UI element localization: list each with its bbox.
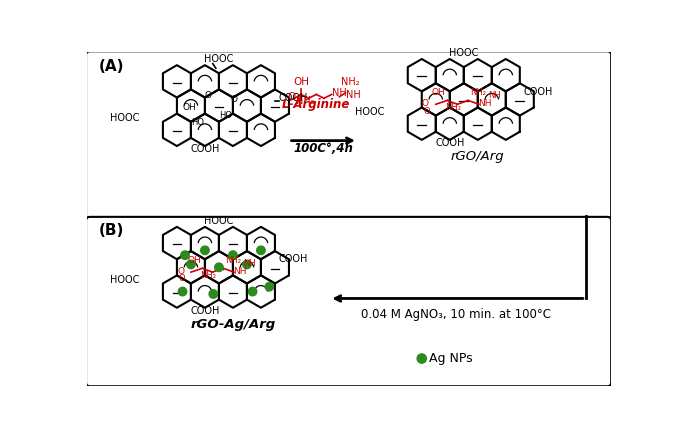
Text: 0.04 M AgNO₃, 10 min. at 100°C: 0.04 M AgNO₃, 10 min. at 100°C bbox=[362, 308, 552, 321]
Text: NH₂: NH₂ bbox=[225, 256, 242, 265]
Circle shape bbox=[229, 251, 237, 260]
Circle shape bbox=[265, 283, 274, 291]
Text: NH: NH bbox=[478, 99, 492, 108]
Text: rGO/Arg: rGO/Arg bbox=[451, 150, 505, 163]
Text: NH₂: NH₂ bbox=[445, 103, 461, 112]
Text: OH: OH bbox=[183, 103, 196, 112]
Text: COOH: COOH bbox=[190, 306, 219, 316]
FancyBboxPatch shape bbox=[86, 51, 612, 219]
Text: NH: NH bbox=[332, 88, 347, 98]
Text: NH₂: NH₂ bbox=[471, 88, 486, 97]
Text: COOH: COOH bbox=[279, 93, 308, 103]
Text: O: O bbox=[178, 274, 185, 283]
FancyBboxPatch shape bbox=[86, 217, 612, 386]
Text: Ag NPs: Ag NPs bbox=[430, 352, 473, 365]
Text: HO: HO bbox=[191, 118, 204, 127]
Circle shape bbox=[209, 290, 217, 298]
Text: COOH: COOH bbox=[524, 87, 553, 97]
Text: COOH: COOH bbox=[435, 138, 464, 148]
Circle shape bbox=[215, 263, 223, 272]
Circle shape bbox=[178, 287, 187, 296]
Text: COOH: COOH bbox=[279, 254, 308, 264]
Text: HOOC: HOOC bbox=[110, 274, 139, 285]
Text: OH: OH bbox=[293, 77, 309, 87]
Text: O: O bbox=[424, 106, 430, 115]
Text: HOOC: HOOC bbox=[355, 107, 384, 117]
Circle shape bbox=[257, 246, 265, 255]
Text: O: O bbox=[205, 91, 212, 100]
Text: O: O bbox=[422, 99, 429, 108]
Circle shape bbox=[417, 354, 426, 363]
Text: L-Arginine: L-Arginine bbox=[282, 98, 351, 111]
Text: OH: OH bbox=[432, 88, 445, 97]
Text: NH₂: NH₂ bbox=[341, 77, 360, 87]
Text: O: O bbox=[287, 92, 296, 102]
Text: 100C°,4h: 100C°,4h bbox=[294, 142, 353, 155]
Text: (B): (B) bbox=[99, 224, 125, 238]
Text: NH: NH bbox=[243, 259, 256, 268]
Circle shape bbox=[180, 251, 189, 260]
Circle shape bbox=[187, 260, 195, 269]
Text: rGO-Ag/Arg: rGO-Ag/Arg bbox=[190, 318, 276, 331]
Text: (A): (A) bbox=[99, 59, 125, 73]
Text: HOOC: HOOC bbox=[449, 48, 479, 58]
Text: OH: OH bbox=[187, 256, 201, 265]
Text: HOOC: HOOC bbox=[204, 54, 234, 64]
Text: O: O bbox=[230, 95, 237, 104]
Text: NH₂: NH₂ bbox=[200, 271, 216, 280]
Text: COOH: COOH bbox=[190, 144, 219, 154]
Text: NH: NH bbox=[488, 91, 501, 100]
Text: HO: HO bbox=[219, 111, 232, 120]
Text: NH₂: NH₂ bbox=[296, 96, 315, 106]
Circle shape bbox=[242, 260, 251, 269]
Text: NH: NH bbox=[345, 90, 360, 100]
Circle shape bbox=[201, 246, 209, 255]
Text: NH: NH bbox=[234, 266, 247, 276]
Text: HOOC: HOOC bbox=[204, 216, 234, 226]
Text: HOOC: HOOC bbox=[110, 113, 139, 123]
Circle shape bbox=[249, 287, 257, 296]
Text: O: O bbox=[177, 266, 184, 276]
